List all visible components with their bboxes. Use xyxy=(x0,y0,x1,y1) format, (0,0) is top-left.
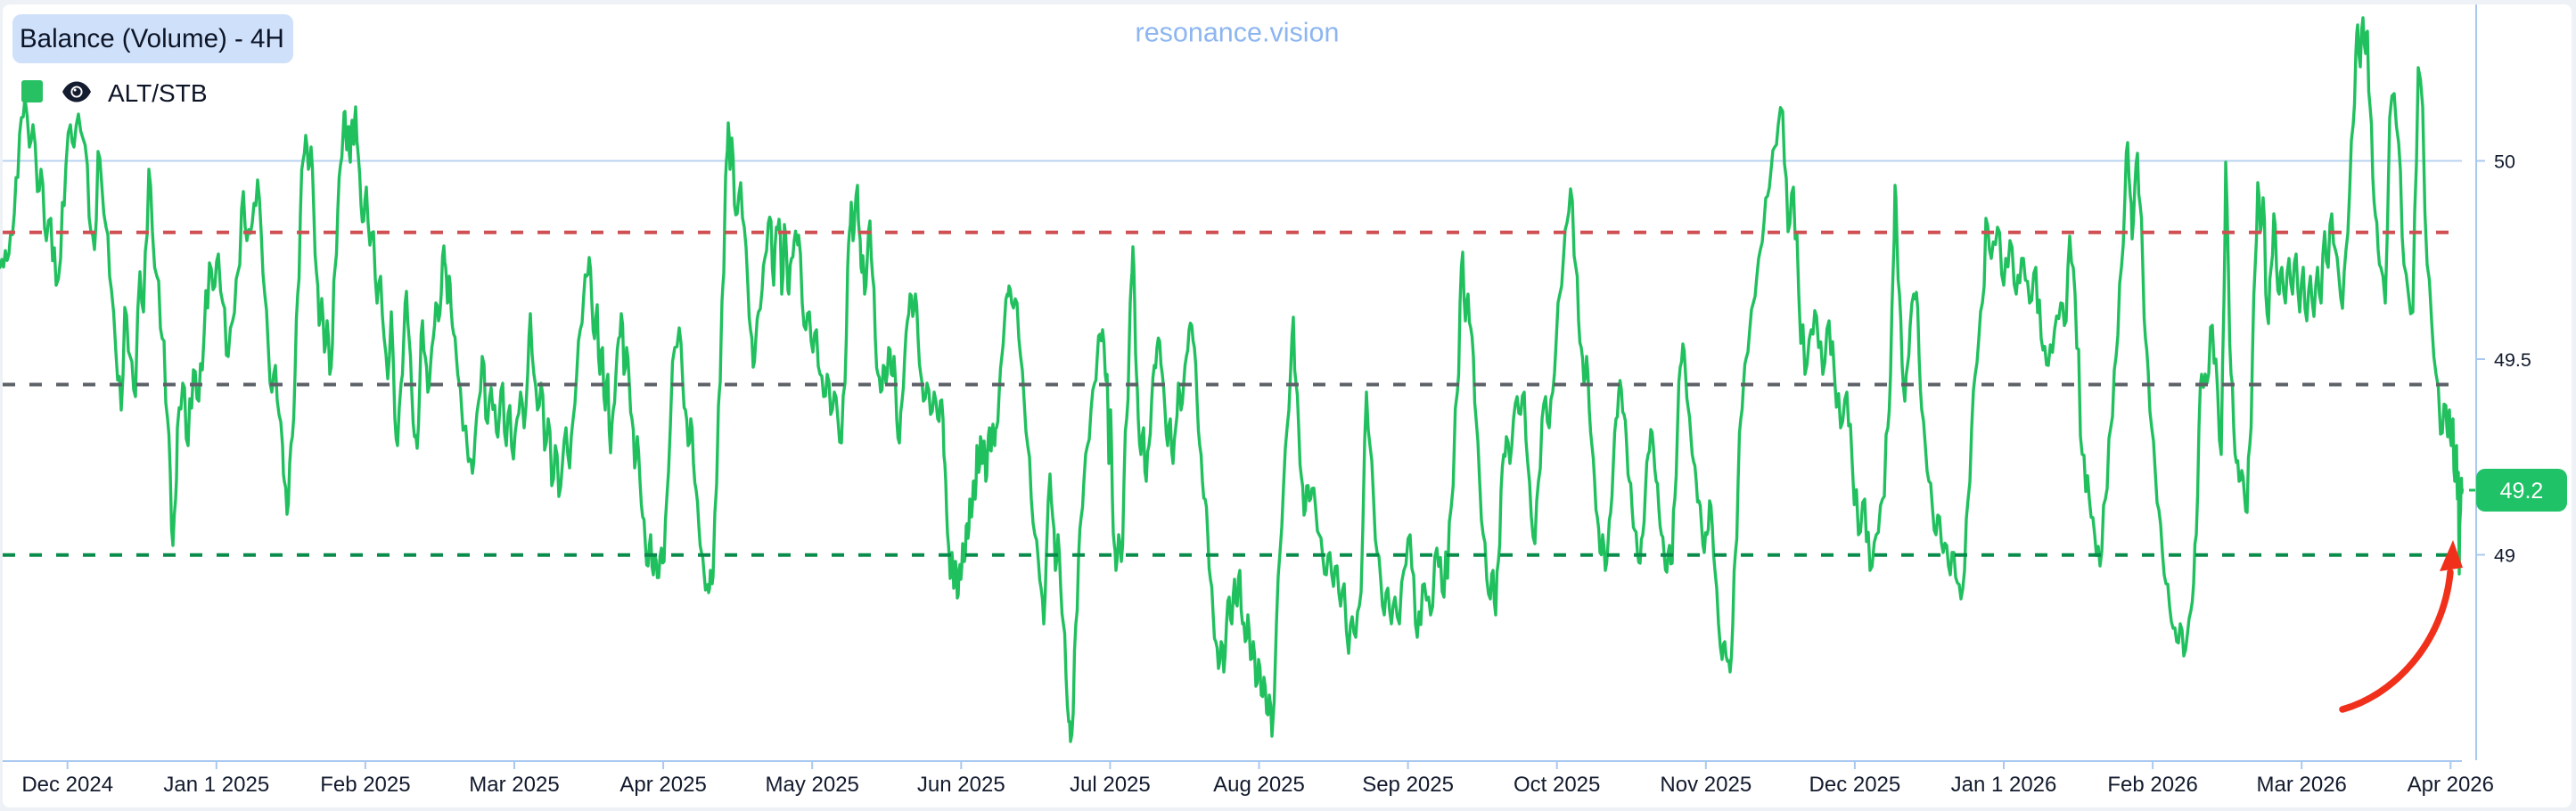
svg-text:Feb 2025: Feb 2025 xyxy=(320,773,410,797)
svg-text:49: 49 xyxy=(2494,545,2515,567)
svg-text:Jan 1 2026: Jan 1 2026 xyxy=(1951,773,2057,797)
svg-text:Feb 2026: Feb 2026 xyxy=(2107,773,2197,797)
svg-text:49.2: 49.2 xyxy=(2500,479,2544,504)
svg-text:Mar 2026: Mar 2026 xyxy=(2257,773,2347,797)
svg-text:Apr 2025: Apr 2025 xyxy=(619,773,706,797)
svg-text:49.5: 49.5 xyxy=(2494,349,2531,371)
svg-text:Jul 2025: Jul 2025 xyxy=(1070,773,1151,797)
svg-text:May 2025: May 2025 xyxy=(765,773,858,797)
svg-text:Jun 2025: Jun 2025 xyxy=(917,773,1005,797)
svg-text:Oct 2025: Oct 2025 xyxy=(1514,773,1600,797)
svg-text:Apr 2026: Apr 2026 xyxy=(2408,773,2494,797)
svg-text:Aug 2025: Aug 2025 xyxy=(1213,773,1305,797)
svg-text:50: 50 xyxy=(2494,152,2515,173)
svg-text:Nov 2025: Nov 2025 xyxy=(1660,773,1752,797)
svg-text:Jan 1 2025: Jan 1 2025 xyxy=(163,773,269,797)
svg-text:Mar 2025: Mar 2025 xyxy=(469,773,559,797)
svg-text:Dec 2024: Dec 2024 xyxy=(21,773,113,797)
svg-text:Sep 2025: Sep 2025 xyxy=(1362,773,1454,797)
svg-text:Dec 2025: Dec 2025 xyxy=(1809,773,1901,797)
